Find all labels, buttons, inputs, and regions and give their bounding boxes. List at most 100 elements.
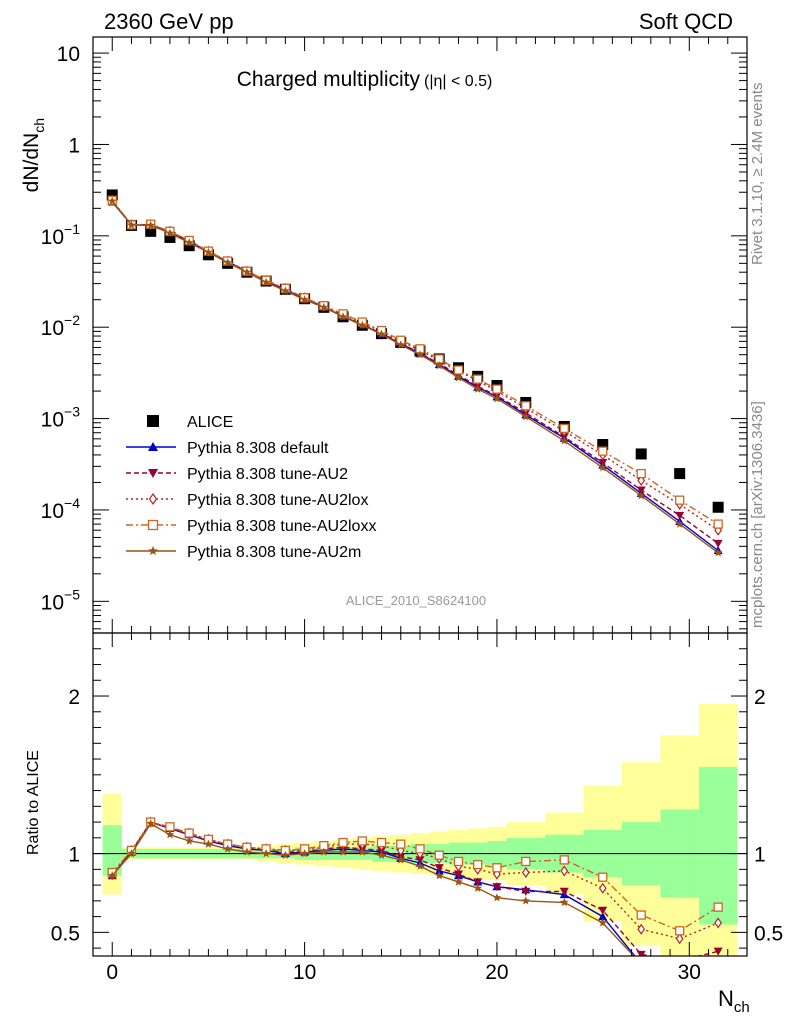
- series-0-point: [712, 501, 724, 513]
- series-5-point: [223, 258, 232, 267]
- ratio-series-1-point: [713, 947, 723, 956]
- ratio-series-3-point: [675, 926, 685, 936]
- ratio-series-3-point: [338, 837, 348, 848]
- ratio-series-2-point: [598, 882, 607, 894]
- ratio-series-2-point: [714, 917, 723, 929]
- ratio-ylabel-group: Ratio to ALICE: [25, 750, 42, 855]
- series-5-point: [127, 220, 136, 229]
- ratio-series-3-point: [165, 822, 175, 832]
- ratio-series-3-point: [376, 837, 387, 848]
- ratio-series-4-point: [454, 877, 463, 886]
- ratio-series-1-point: [453, 870, 463, 879]
- series-4-point: [453, 365, 464, 375]
- legend-label: Pythia 8.308 tune-AU2m: [187, 544, 361, 561]
- ratio-series-1-point: [415, 856, 425, 865]
- main-y-tick-label: 1: [68, 134, 80, 157]
- ratio-ylabel: Ratio to ALICE: [25, 750, 42, 855]
- ratio-series-4-point: [261, 849, 271, 858]
- legend-item: Pythia 8.308 tune-AU2lox: [126, 492, 368, 509]
- ratio-y-tick-label-left: 2: [68, 686, 80, 709]
- series-5-point: [473, 384, 482, 393]
- series-2-point: [598, 458, 608, 468]
- category-label: Soft QCD: [639, 9, 733, 34]
- ratio-series-4-point: [300, 849, 309, 858]
- inner-uncertainty-band: [102, 825, 122, 876]
- series-4-point: [636, 468, 646, 479]
- series-5-point: [146, 220, 155, 230]
- ratio-axes: 0 10 20 30 0.5 0.5 1 1 2 2: [51, 633, 783, 984]
- ratio-series-4-point: [396, 855, 405, 864]
- ratio-series-3-point: [473, 859, 483, 870]
- main-series-group: [106, 189, 724, 557]
- ratio-series-4-point: [560, 897, 569, 907]
- series-5-point: [261, 277, 271, 286]
- site-text-group: mcplots.cern.ch [arXiv:1306.3436]: [749, 401, 766, 628]
- ratio-series-2-point: [560, 865, 569, 877]
- ratio-series-4-point: [358, 847, 367, 856]
- ratio-series-4-point: [415, 861, 425, 870]
- ratio-series-4-point: [127, 849, 136, 858]
- ratio-series-3-point: [453, 856, 464, 867]
- series-5-point: [675, 519, 684, 528]
- ratio-series-group: [107, 816, 723, 967]
- ratio-series-4-point: [435, 871, 444, 880]
- ratio-series-4-point: [281, 850, 290, 859]
- series-0-point: [597, 439, 609, 451]
- ratio-series-3-point: [357, 836, 367, 846]
- series-5-point: [165, 228, 175, 237]
- series-5-point: [358, 320, 367, 329]
- legend-label: Pythia 8.308 default: [187, 440, 329, 457]
- series-5-point: [713, 548, 723, 557]
- legend-marker: [147, 519, 159, 531]
- ratio-series-2-point: [637, 923, 646, 935]
- ratio-series-3-point: [184, 828, 194, 838]
- series-5-point: [281, 286, 290, 295]
- ratio-series-4-point: [204, 839, 213, 848]
- ratio-series-4-point: [338, 847, 348, 856]
- ratio-series-3-point: [713, 902, 723, 912]
- main-y-tick-label: 10−5: [41, 586, 81, 614]
- series-4-point: [492, 384, 502, 394]
- series-4-point: [598, 446, 608, 456]
- series-5-point: [415, 350, 425, 359]
- ratio-series-3-point: [559, 855, 569, 865]
- legend-label: ALICE: [187, 414, 233, 431]
- ratio-series-4-point: [492, 893, 502, 902]
- main-title-suffix: (|η| < 0.5): [424, 73, 492, 90]
- ratio-series-3-point: [636, 910, 646, 920]
- series-2-point: [675, 511, 685, 520]
- main-y-tick-label: 10: [57, 43, 80, 66]
- series-2-point: [713, 539, 723, 548]
- series-5-point: [377, 329, 386, 338]
- ratio-series-4-point: [108, 871, 117, 880]
- ratio-series-1-point: [559, 887, 569, 896]
- legend-item: Pythia 8.308 default: [126, 440, 329, 457]
- series-5-point: [435, 361, 444, 370]
- ratio-series-1-point: [492, 883, 502, 892]
- ratio-series-0-point: [598, 912, 608, 921]
- series-5-point: [319, 302, 329, 311]
- ratio-series-4-point: [714, 959, 723, 967]
- main-axes: 10 1 10−1 10−2 10−3 10−4 10−5: [41, 37, 748, 633]
- ratio-series-2-point: [521, 866, 530, 879]
- legend-marker: [148, 469, 158, 478]
- main-y-tick-label: 10−2: [41, 312, 81, 340]
- ratio-series-0-point: [714, 959, 723, 967]
- energy-label: 2360 GeV pp: [104, 9, 234, 34]
- series-5-point: [492, 394, 502, 403]
- ratio-series-4-point: [223, 844, 232, 853]
- series-5-point: [204, 247, 213, 256]
- legend-marker: [148, 546, 158, 555]
- legend-item: ALICE: [147, 414, 233, 431]
- ratio-series-3-point: [598, 872, 608, 882]
- ratio-series-3-point: [492, 863, 502, 873]
- ratio-series-1-point: [521, 887, 531, 896]
- series-2-point: [636, 486, 646, 495]
- ratio-series-4-point: [377, 850, 386, 859]
- series-5-point: [184, 238, 194, 247]
- ratio-series-1-point: [636, 950, 646, 956]
- ratio-series-4-point: [165, 830, 175, 839]
- main-y-tick-label: 10−1: [41, 221, 81, 249]
- site-text: mcplots.cern.ch [arXiv:1306.3436]: [749, 401, 766, 628]
- ratio-series-4-point: [598, 918, 607, 927]
